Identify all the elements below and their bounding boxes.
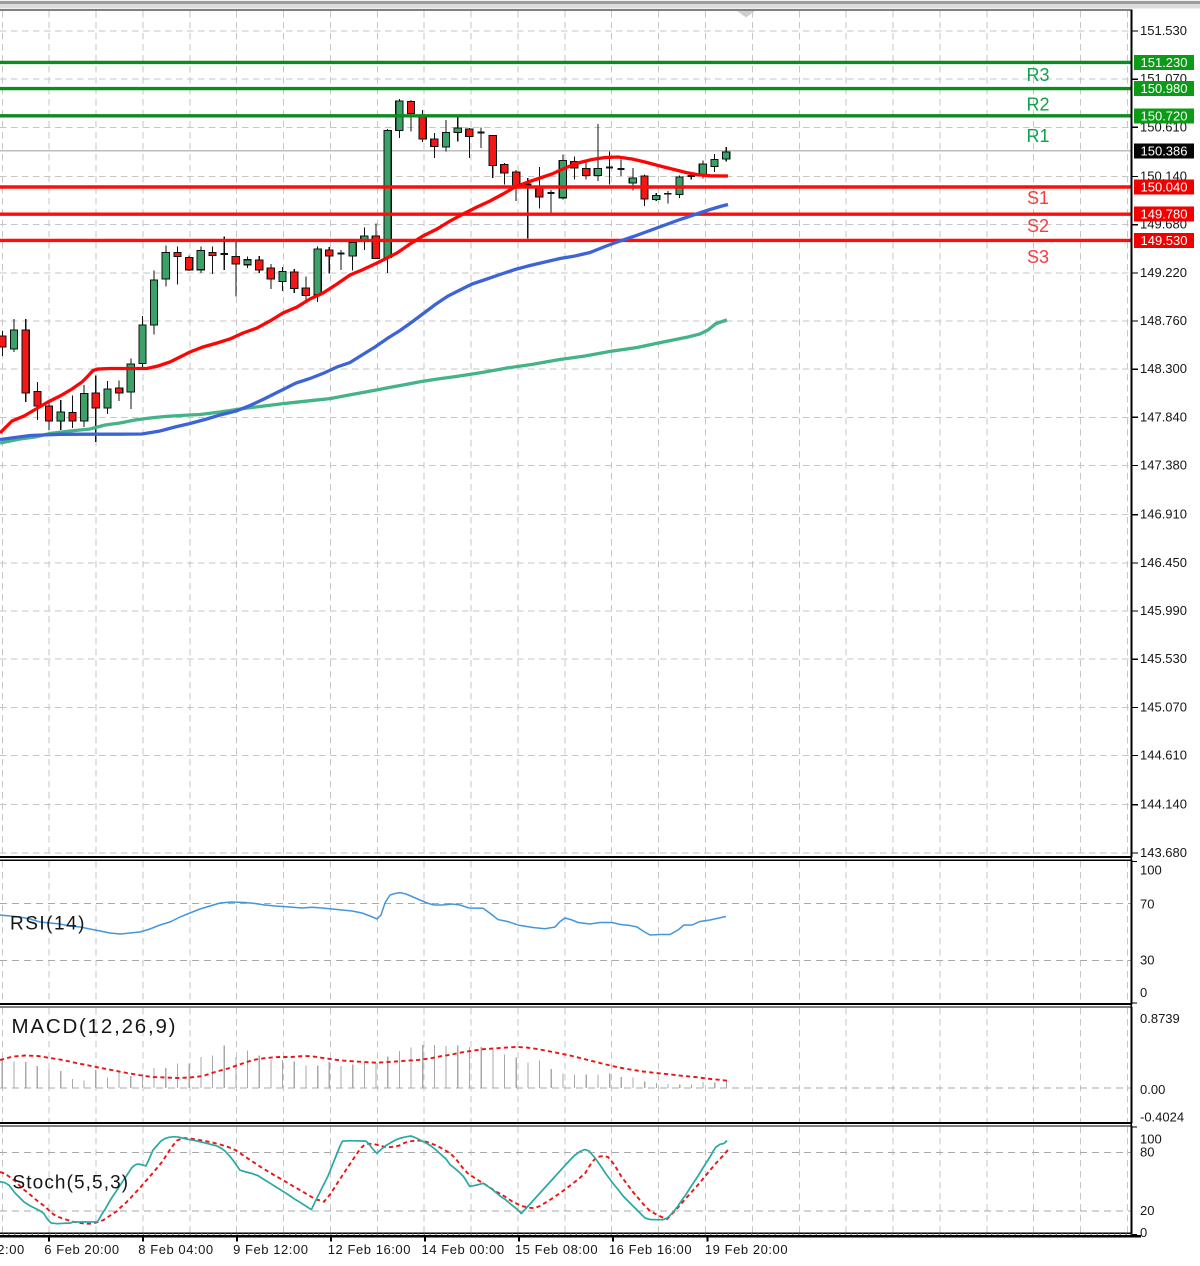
svg-text:150.386: 150.386 xyxy=(1141,143,1188,158)
svg-text:149.780: 149.780 xyxy=(1141,207,1188,222)
svg-text:R3: R3 xyxy=(1026,65,1049,85)
svg-text:0.00: 0.00 xyxy=(1140,1082,1165,1097)
svg-text:14 Feb 00:00: 14 Feb 00:00 xyxy=(421,1242,504,1257)
svg-text:-0.4024: -0.4024 xyxy=(1140,1110,1184,1125)
svg-text:150.040: 150.040 xyxy=(1141,180,1188,195)
svg-text:144.610: 144.610 xyxy=(1140,748,1187,763)
svg-text:0: 0 xyxy=(1140,985,1147,1000)
svg-text:151.530: 151.530 xyxy=(1140,23,1187,38)
svg-text:0: 0 xyxy=(1140,1225,1147,1240)
svg-text:149.530: 149.530 xyxy=(1141,233,1188,248)
svg-text:S2: S2 xyxy=(1027,216,1049,236)
svg-text:9 Feb 12:00: 9 Feb 12:00 xyxy=(233,1242,308,1257)
svg-text:30: 30 xyxy=(1140,953,1154,968)
svg-text:R1: R1 xyxy=(1026,126,1049,146)
svg-text:150.980: 150.980 xyxy=(1141,81,1188,96)
svg-text:144.140: 144.140 xyxy=(1140,797,1187,812)
svg-text:145.990: 145.990 xyxy=(1140,603,1187,618)
svg-text:20: 20 xyxy=(1140,1203,1154,1218)
svg-text:148.760: 148.760 xyxy=(1140,313,1187,328)
svg-text:S1: S1 xyxy=(1027,188,1049,208)
svg-text:147.380: 147.380 xyxy=(1140,458,1187,473)
svg-text:16 Feb 16:00: 16 Feb 16:00 xyxy=(609,1242,692,1257)
svg-text:Stoch(5,5,3): Stoch(5,5,3) xyxy=(13,1173,130,1194)
svg-text:148.300: 148.300 xyxy=(1140,361,1187,376)
svg-text:MACD(12,26,9): MACD(12,26,9) xyxy=(12,1015,178,1038)
svg-text:149.220: 149.220 xyxy=(1140,265,1187,280)
svg-text:151.230: 151.230 xyxy=(1141,55,1188,70)
svg-text:100: 100 xyxy=(1140,1132,1162,1147)
svg-text:146.910: 146.910 xyxy=(1140,507,1187,522)
svg-text:S3: S3 xyxy=(1027,247,1049,267)
svg-text:8 Feb 04:00: 8 Feb 04:00 xyxy=(138,1242,213,1257)
svg-text:0.8739: 0.8739 xyxy=(1140,1011,1180,1026)
svg-text:6 Feb 20:00: 6 Feb 20:00 xyxy=(44,1242,119,1257)
svg-text:RSI(14): RSI(14) xyxy=(10,914,86,935)
svg-text:143.680: 143.680 xyxy=(1140,845,1187,860)
svg-text:147.840: 147.840 xyxy=(1140,409,1187,424)
svg-text:R2: R2 xyxy=(1026,95,1049,115)
svg-text:100: 100 xyxy=(1140,863,1162,878)
svg-text:2:00: 2:00 xyxy=(0,1242,25,1257)
svg-text:19 Feb 20:00: 19 Feb 20:00 xyxy=(705,1242,788,1257)
svg-text:150.720: 150.720 xyxy=(1141,108,1188,123)
svg-text:15 Feb 08:00: 15 Feb 08:00 xyxy=(515,1242,598,1257)
svg-text:70: 70 xyxy=(1140,897,1154,912)
svg-text:146.450: 146.450 xyxy=(1140,555,1187,570)
svg-text:12 Feb 16:00: 12 Feb 16:00 xyxy=(328,1242,411,1257)
svg-text:145.070: 145.070 xyxy=(1140,699,1187,714)
svg-text:80: 80 xyxy=(1140,1144,1154,1159)
svg-text:145.530: 145.530 xyxy=(1140,651,1187,666)
